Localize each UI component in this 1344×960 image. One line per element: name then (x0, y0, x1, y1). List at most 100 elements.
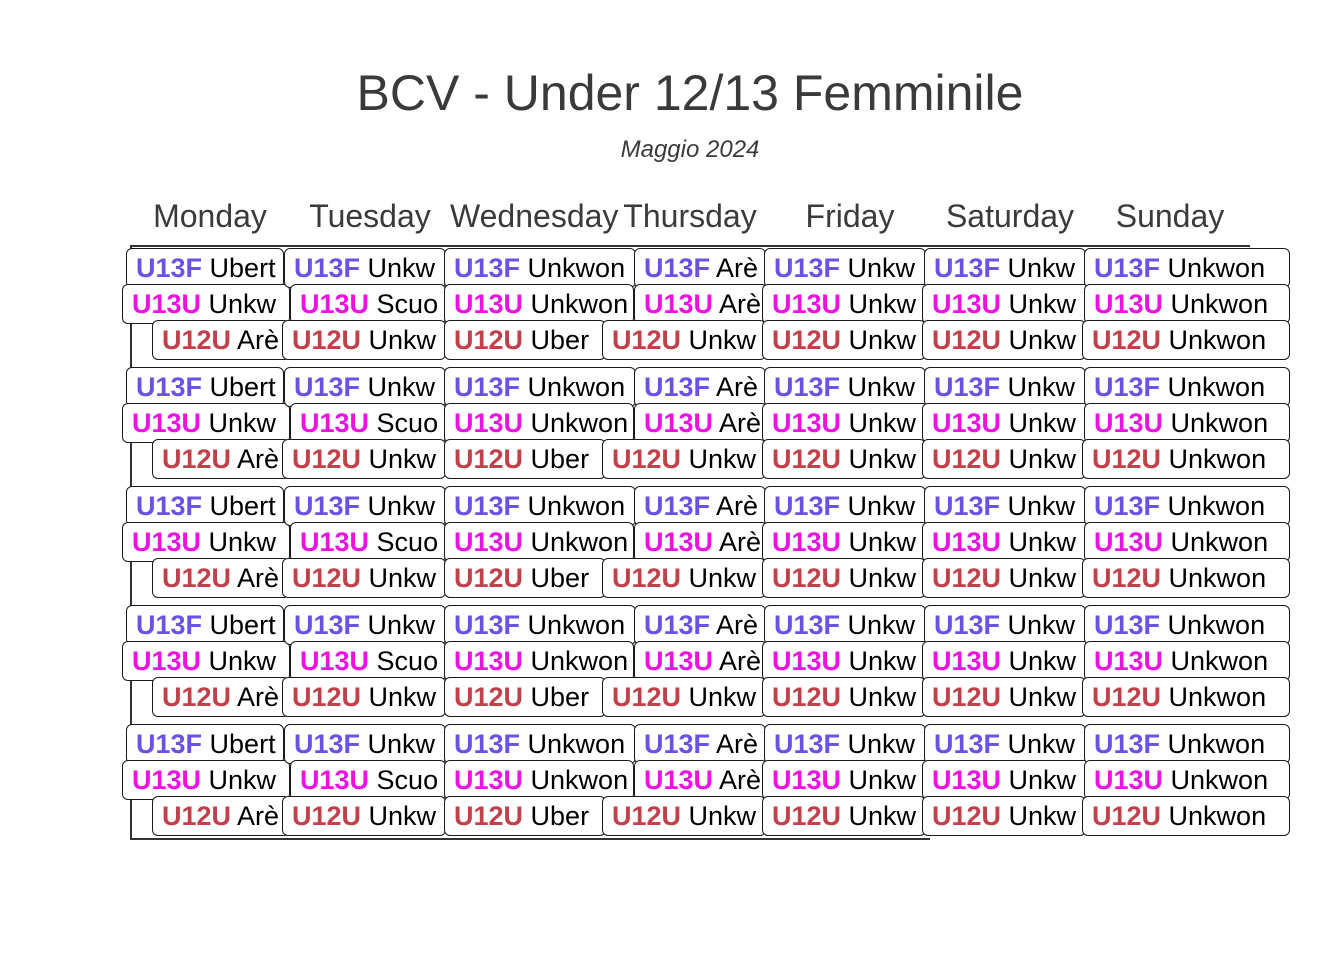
event-card-u13u[interactable]: U13U Unkw (762, 403, 930, 443)
event-card-u13u[interactable]: U13U Unkw (922, 641, 1090, 681)
event-card-u13u[interactable]: U13U Unkw (122, 641, 290, 681)
event-card-u12u[interactable]: U12U Unkwon (1082, 320, 1290, 360)
event-card-u12u[interactable]: U12U Unkw (922, 320, 1086, 360)
event-card-u12u[interactable]: U12U Arè (152, 320, 290, 360)
event-card-u13u[interactable]: U13U Unkwon (444, 760, 634, 800)
event-card-u13f[interactable]: U13F Arè (634, 248, 766, 288)
event-card-u12u[interactable]: U12U Unkw (282, 677, 446, 717)
event-card-u13f[interactable]: U13F Ubert (126, 486, 284, 526)
event-card-u12u[interactable]: U12U Unkw (762, 439, 926, 479)
event-card-u12u[interactable]: U12U Unkwon (1082, 796, 1290, 836)
event-card-u13f[interactable]: U13F Ubert (126, 367, 284, 407)
event-card-u13f[interactable]: U13F Arè (634, 605, 766, 645)
event-card-u12u[interactable]: U12U Arè (152, 796, 290, 836)
event-card-u13f[interactable]: U13F Unkwon (444, 605, 636, 645)
event-card-u13f[interactable]: U13F Unkw (924, 486, 1086, 526)
event-card-u12u[interactable]: U12U Unkw (922, 439, 1086, 479)
event-card-u13f[interactable]: U13F Arè (634, 486, 766, 526)
event-card-u13u[interactable]: U13U Unkwon (1084, 403, 1290, 443)
event-card-u13f[interactable]: U13F Unkw (764, 486, 926, 526)
event-card-u12u[interactable]: U12U Unkw (762, 796, 926, 836)
event-card-u13u[interactable]: U13U Unkw (762, 641, 930, 681)
event-card-u12u[interactable]: U12U Unkwon (1082, 439, 1290, 479)
event-card-u12u[interactable]: U12U Uber (444, 796, 606, 836)
event-card-u12u[interactable]: U12U Unkw (602, 439, 766, 479)
event-card-u13f[interactable]: U13F Unkwon (444, 724, 636, 764)
event-card-u12u[interactable]: U12U Unkw (282, 320, 446, 360)
event-card-u13f[interactable]: U13F Unkwon (444, 367, 636, 407)
event-card-u13u[interactable]: U13U Scuo (290, 522, 446, 562)
event-card-u13f[interactable]: U13F Unkw (924, 248, 1086, 288)
event-card-u13f[interactable]: U13F Unkwon (444, 248, 636, 288)
event-card-u13u[interactable]: U13U Unkwon (444, 284, 634, 324)
event-card-u12u[interactable]: U12U Unkw (922, 558, 1086, 598)
event-card-u13f[interactable]: U13F Ubert (126, 605, 284, 645)
event-card-u13u[interactable]: U13U Unkw (122, 284, 290, 324)
event-card-u12u[interactable]: U12U Unkw (282, 796, 446, 836)
event-card-u12u[interactable]: U12U Unkw (762, 320, 926, 360)
event-card-u13f[interactable]: U13F Unkw (764, 367, 926, 407)
event-card-u12u[interactable]: U12U Unkw (922, 796, 1086, 836)
event-card-u13u[interactable]: U13U Unkwon (1084, 760, 1290, 800)
event-card-u13f[interactable]: U13F Unkw (764, 605, 926, 645)
event-card-u12u[interactable]: U12U Unkw (602, 320, 766, 360)
event-card-u12u[interactable]: U12U Unkw (602, 796, 766, 836)
event-card-u13u[interactable]: U13U Arè (634, 284, 768, 324)
event-card-u13u[interactable]: U13U Unkwon (444, 522, 634, 562)
event-card-u13f[interactable]: U13F Arè (634, 724, 766, 764)
event-card-u13u[interactable]: U13U Unkw (762, 284, 930, 324)
event-card-u13f[interactable]: U13F Arè (634, 367, 766, 407)
event-card-u12u[interactable]: U12U Unkw (282, 439, 446, 479)
event-card-u12u[interactable]: U12U Uber (444, 677, 606, 717)
event-card-u13f[interactable]: U13F Unkwon (1084, 605, 1290, 645)
event-card-u12u[interactable]: U12U Unkwon (1082, 558, 1290, 598)
event-card-u13u[interactable]: U13U Scuo (290, 403, 446, 443)
event-card-u12u[interactable]: U12U Unkwon (1082, 677, 1290, 717)
event-card-u13u[interactable]: U13U Unkw (122, 522, 290, 562)
event-card-u13u[interactable]: U13U Scuo (290, 284, 446, 324)
event-card-u13u[interactable]: U13U Unkw (762, 522, 930, 562)
event-card-u12u[interactable]: U12U Unkw (602, 558, 766, 598)
event-card-u13f[interactable]: U13F Unkwon (444, 486, 636, 526)
event-card-u13f[interactable]: U13F Unkwon (1084, 248, 1290, 288)
event-card-u13u[interactable]: U13U Unkw (922, 284, 1090, 324)
event-card-u13u[interactable]: U13U Arè (634, 522, 768, 562)
event-card-u13u[interactable]: U13U Unkwon (444, 403, 634, 443)
event-card-u13u[interactable]: U13U Arè (634, 403, 768, 443)
event-card-u13u[interactable]: U13U Unkw (922, 403, 1090, 443)
event-card-u13f[interactable]: U13F Unkw (924, 605, 1086, 645)
event-card-u13f[interactable]: U13F Unkw (284, 367, 446, 407)
event-card-u13u[interactable]: U13U Scuo (290, 641, 446, 681)
event-card-u13f[interactable]: U13F Unkw (284, 248, 446, 288)
event-card-u13f[interactable]: U13F Unkwon (1084, 486, 1290, 526)
event-card-u13f[interactable]: U13F Unkw (924, 367, 1086, 407)
event-card-u13u[interactable]: U13U Unkwon (1084, 284, 1290, 324)
event-card-u12u[interactable]: U12U Unkw (762, 558, 926, 598)
event-card-u12u[interactable]: U12U Arè (152, 558, 290, 598)
event-card-u13u[interactable]: U13U Unkwon (1084, 641, 1290, 681)
event-card-u13u[interactable]: U13U Unkwon (444, 641, 634, 681)
event-card-u12u[interactable]: U12U Uber (444, 320, 606, 360)
event-card-u13f[interactable]: U13F Unkw (924, 724, 1086, 764)
event-card-u13u[interactable]: U13U Unkw (922, 760, 1090, 800)
event-card-u13f[interactable]: U13F Unkw (764, 248, 926, 288)
event-card-u13f[interactable]: U13F Unkwon (1084, 367, 1290, 407)
event-card-u13u[interactable]: U13U Unkw (762, 760, 930, 800)
event-card-u12u[interactable]: U12U Unkw (602, 677, 766, 717)
event-card-u12u[interactable]: U12U Uber (444, 558, 606, 598)
event-card-u13u[interactable]: U13U Scuo (290, 760, 446, 800)
event-card-u13u[interactable]: U13U Unkw (122, 403, 290, 443)
event-card-u12u[interactable]: U12U Unkw (922, 677, 1086, 717)
event-card-u12u[interactable]: U12U Unkw (282, 558, 446, 598)
event-card-u12u[interactable]: U12U Uber (444, 439, 606, 479)
event-card-u13f[interactable]: U13F Unkw (284, 724, 446, 764)
event-card-u12u[interactable]: U12U Unkw (762, 677, 926, 717)
event-card-u13f[interactable]: U13F Unkwon (1084, 724, 1290, 764)
event-card-u13u[interactable]: U13U Arè (634, 641, 768, 681)
event-card-u13u[interactable]: U13U Arè (634, 760, 768, 800)
event-card-u13f[interactable]: U13F Ubert (126, 248, 284, 288)
event-card-u12u[interactable]: U12U Arè (152, 439, 290, 479)
event-card-u13f[interactable]: U13F Ubert (126, 724, 284, 764)
event-card-u13u[interactable]: U13U Unkw (122, 760, 290, 800)
event-card-u13f[interactable]: U13F Unkw (284, 486, 446, 526)
